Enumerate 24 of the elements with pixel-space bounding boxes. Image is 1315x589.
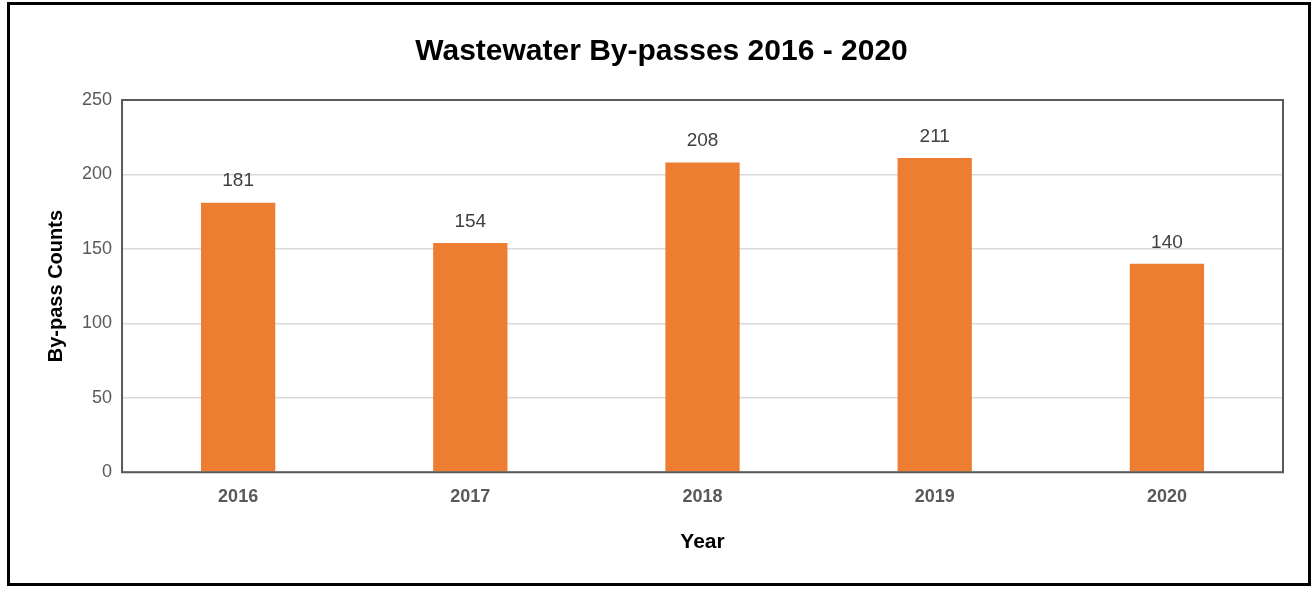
data-label: 181 bbox=[222, 169, 254, 191]
y-tick-label: 250 bbox=[81, 88, 113, 109]
bar bbox=[665, 162, 740, 472]
y-tick-label: 200 bbox=[81, 163, 113, 184]
y-tick-label: 0 bbox=[102, 461, 113, 482]
y-tick-label: 50 bbox=[92, 386, 113, 407]
data-label: 208 bbox=[686, 129, 719, 151]
y-tick-label: 150 bbox=[81, 237, 113, 258]
bar bbox=[1129, 263, 1205, 472]
bar bbox=[897, 158, 972, 472]
y-axis-title: By-pass Counts bbox=[43, 209, 66, 363]
data-label: 154 bbox=[454, 209, 487, 231]
bar bbox=[200, 202, 276, 472]
x-tick-label: 2016 bbox=[218, 485, 259, 506]
x-axis-title: Year bbox=[680, 529, 725, 553]
x-tick-label: 2019 bbox=[914, 485, 955, 506]
x-tick-label: 2020 bbox=[1146, 485, 1187, 506]
chart-title: Wastewater By-passes 2016 - 2020 bbox=[415, 33, 908, 67]
x-tick-label: 2018 bbox=[682, 485, 723, 506]
bar bbox=[433, 242, 508, 472]
data-label: 211 bbox=[919, 124, 950, 146]
y-tick-label: 100 bbox=[81, 312, 113, 333]
data-label: 140 bbox=[1151, 230, 1183, 252]
x-tick-label: 2017 bbox=[450, 485, 491, 506]
